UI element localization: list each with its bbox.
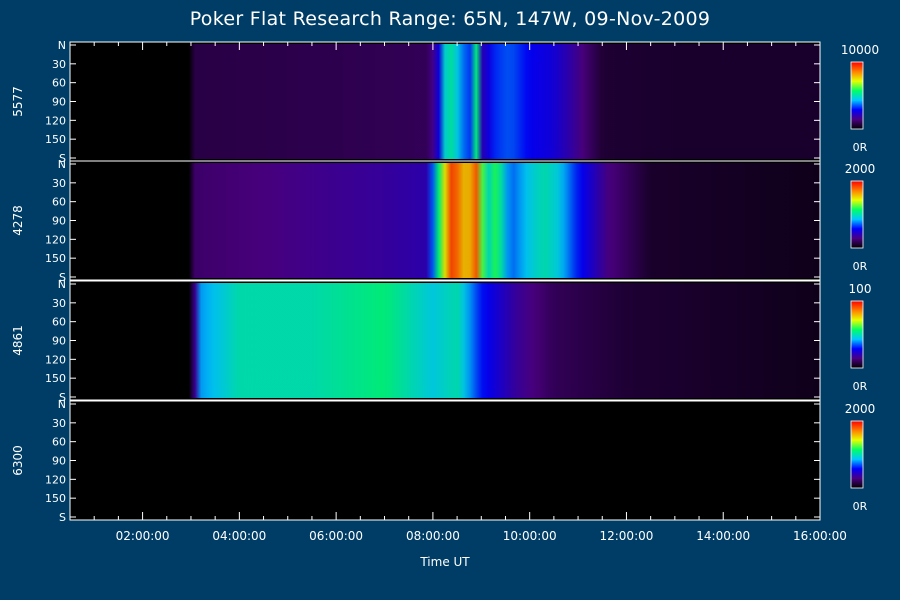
colorbar (850, 300, 864, 369)
y-tick-label: S (59, 152, 66, 165)
x-tick-label: 10:00:00 (503, 529, 557, 543)
y-tick-label: 60 (52, 196, 66, 209)
panel-intensity (70, 44, 820, 159)
y-tick-label: 150 (45, 133, 66, 146)
y-tick-label: 30 (52, 417, 66, 430)
panel-4278: N 30 60 90 120 150 S 4278 2000 0R (11, 158, 875, 284)
y-tick-label: S (59, 511, 66, 524)
chart-title: Poker Flat Research Range: 65N, 147W, 09… (189, 8, 711, 30)
y-tick-label: S (59, 271, 66, 284)
y-tick-label: 60 (52, 316, 66, 329)
y-tick-label: 30 (52, 297, 66, 310)
y-tick-label: 150 (45, 372, 66, 385)
x-tick-label: 08:00:00 (406, 529, 460, 543)
y-tick-label: 120 (45, 233, 66, 246)
colorbar-min-label: 0R (853, 380, 868, 393)
y-tick-label: 150 (45, 252, 66, 265)
colorbar (850, 180, 864, 249)
panel-5577: N 30 60 90 120 150 S 5577 10000 0R (11, 39, 879, 165)
y-tick-label: 90 (52, 335, 66, 348)
y-tick-label: 150 (45, 492, 66, 505)
panel-4861: N 30 60 90 120 150 S 4861 100 0R (11, 278, 871, 404)
x-tick-label: 02:00:00 (116, 529, 170, 543)
x-axis-label: Time UT (420, 555, 470, 569)
colorbar-min-label: 0R (853, 141, 868, 154)
colorbar-max-label: 100 (849, 282, 872, 296)
y-tick-label: N (58, 158, 66, 171)
colorbar-max-label: 2000 (845, 162, 876, 176)
x-tick-label: 06:00:00 (309, 529, 363, 543)
y-tick-label: 90 (52, 96, 66, 109)
x-tick-label: 04:00:00 (212, 529, 266, 543)
panel-intensity (70, 403, 820, 518)
y-tick-label: S (59, 391, 66, 404)
y-tick-label: 30 (52, 177, 66, 190)
colorbar-max-label: 10000 (841, 43, 879, 57)
panel-label: 4278 (11, 205, 25, 236)
y-tick-label: 120 (45, 473, 66, 486)
x-tick-label: 12:00:00 (599, 529, 653, 543)
y-tick-label: N (58, 278, 66, 291)
panel-intensity (70, 163, 820, 278)
colorbar (850, 61, 864, 130)
y-tick-label: N (58, 39, 66, 52)
y-tick-label: 60 (52, 77, 66, 90)
y-tick-label: N (58, 398, 66, 411)
y-tick-label: 90 (52, 215, 66, 228)
y-tick-label: 90 (52, 455, 66, 468)
colorbar-min-label: 0R (853, 500, 868, 513)
y-tick-label: 60 (52, 436, 66, 449)
colorbar-max-label: 2000 (845, 402, 876, 416)
y-tick-label: 120 (45, 353, 66, 366)
x-tick-label: 16:00:00 (793, 529, 847, 543)
panel-label: 6300 (11, 445, 25, 476)
panel-intensity (70, 283, 820, 398)
panel-label: 5577 (11, 86, 25, 117)
x-tick-label: 14:00:00 (696, 529, 750, 543)
panel-label: 4861 (11, 325, 25, 356)
y-tick-label: 30 (52, 58, 66, 71)
panel-6300: N 30 60 90 120 150 S 6300 2000 0R (11, 398, 875, 524)
y-tick-label: 120 (45, 114, 66, 127)
colorbar (850, 420, 864, 489)
colorbar-min-label: 0R (853, 260, 868, 273)
